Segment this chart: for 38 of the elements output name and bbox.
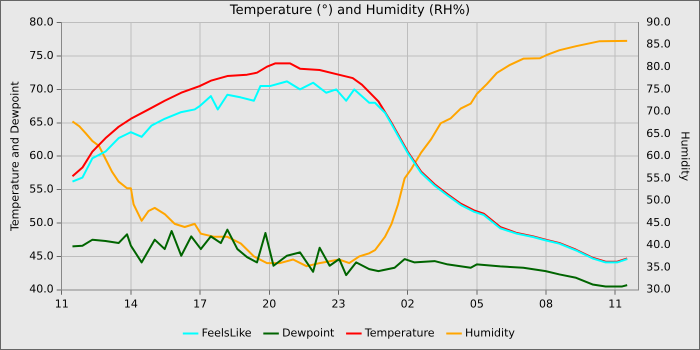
y-tick-label: 45.0 (29, 249, 54, 262)
y2-tick-label: 55.0 (646, 171, 671, 184)
x-tick-label: 11 (608, 297, 622, 310)
y2-tick-label: 45.0 (646, 216, 671, 229)
y2-tick-label: 70.0 (646, 104, 671, 118)
legend-label: Temperature (364, 326, 435, 340)
legend-label: Humidity (465, 326, 516, 340)
y2-tick-label: 40.0 (646, 238, 671, 252)
y2-tick-label: 90.0 (646, 15, 671, 28)
y2-tick-label: 85.0 (646, 38, 671, 51)
y2-tick-label: 35.0 (646, 260, 671, 274)
y2-tick-label: 75.0 (646, 82, 671, 96)
legend-label: Dewpoint (282, 326, 336, 340)
x-tick-label: 17 (193, 297, 208, 310)
chart-title: Temperature (°) and Humidity (RH%) (228, 3, 470, 18)
y-tick-label: 75.0 (29, 48, 54, 62)
x-tick-label: 02 (400, 297, 415, 310)
y-tick-label: 40.0 (29, 282, 54, 296)
y-tick-label: 65.0 (29, 116, 54, 129)
y-tick-label: 55.0 (29, 182, 54, 196)
x-tick-label: 14 (124, 297, 138, 310)
y-tick-label: 80.0 (29, 15, 54, 28)
y-tick-label: 60.0 (29, 149, 54, 162)
y2-tick-label: 30.0 (646, 282, 671, 296)
x-tick-label: 11 (54, 297, 69, 310)
y-axis-title: Temperature and Dewpoint (8, 80, 22, 232)
x-tick-label: 05 (470, 297, 484, 310)
x-tick-label: 20 (262, 297, 276, 310)
legend-label: FeelsLike (202, 326, 252, 340)
y2-axis-title: Humidity (678, 131, 692, 182)
x-tick-label: 23 (331, 297, 346, 310)
y-tick-label: 70.0 (29, 82, 54, 96)
y2-tick-label: 65.0 (646, 126, 671, 140)
x-tick-label: 08 (539, 297, 554, 310)
y-tick-label: 50.0 (29, 216, 54, 229)
y2-tick-label: 80.0 (646, 60, 671, 73)
y2-tick-label: 60.0 (646, 149, 671, 162)
y2-tick-label: 50.0 (646, 194, 671, 207)
